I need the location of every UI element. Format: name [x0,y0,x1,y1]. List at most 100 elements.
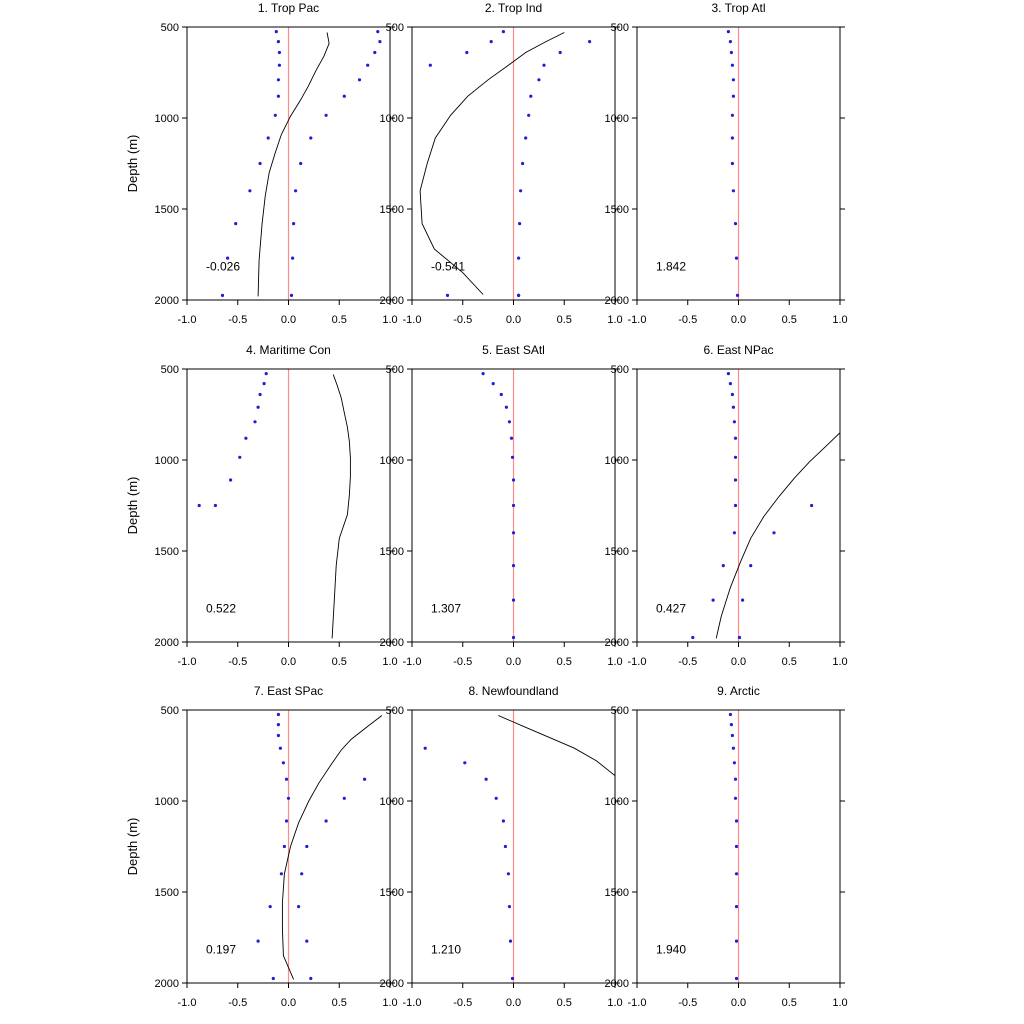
data-point [373,50,377,55]
data-point [508,939,513,943]
data-point [810,503,814,508]
data-point [276,712,280,717]
data-point [366,63,370,67]
data-point [271,976,275,981]
data-point [262,382,266,386]
y-tick-label: 2000 [605,295,629,307]
data-point [735,293,740,297]
data-point [276,723,280,727]
y-tick-label: 1500 [155,204,179,216]
data-point [511,564,516,568]
x-tick-label: -1.0 [403,314,422,326]
data-point [342,94,346,98]
y-tick-label: 1000 [605,796,629,808]
data-point [445,293,450,297]
data-point [309,976,313,981]
profile-curve [257,32,330,297]
y-tick-label: 1000 [380,113,404,125]
data-point [494,796,498,800]
y-tick-label: 1500 [380,204,404,216]
data-point [518,222,522,226]
y-tick-label: 500 [611,705,629,717]
panel-title: 1. Trop Pac [258,1,319,15]
y-tick-label: 2000 [605,637,629,649]
data-point [289,293,294,297]
data-point [324,113,328,117]
data-point [733,478,738,482]
data-point [506,872,510,876]
x-tick-label: -1.0 [403,997,422,1009]
data-point [357,78,362,82]
x-tick-label: 0.0 [281,656,296,668]
data-point [297,905,301,909]
data-point [588,40,592,44]
y-axis-label: Depth (m) [125,477,140,535]
x-tick-label: -1.0 [178,656,197,668]
data-point [511,478,516,482]
data-point [524,136,528,140]
profile-curve [281,715,383,980]
data-point [286,796,291,800]
data-point [729,50,734,55]
panel-4: -1.0 -0.5 0.0 0.5 1.0 500 1000 1500 2000 4. Marit… [125,343,398,668]
data-point [733,455,738,459]
x-tick-label: 0.5 [782,314,797,326]
panel-title: 4. Maritime Con [246,343,331,357]
x-tick-label: 0.5 [782,997,797,1009]
data-point [728,382,733,386]
x-tick-label: 0.0 [506,314,521,326]
y-axis-label: Depth (m) [125,135,140,193]
data-point [504,405,508,409]
y-tick-label: 1000 [380,796,404,808]
data-point [484,777,488,781]
data-point [291,256,295,260]
panel-annotation: 0.427 [656,601,686,615]
panel-annotation: 0.197 [206,942,236,956]
panel-title: 2. Trop Ind [485,1,542,15]
data-point [711,598,715,602]
data-point [730,113,735,117]
data-point [521,161,525,166]
data-point [268,905,272,909]
panel-annotation: 1.842 [656,259,686,273]
data-point [691,635,695,640]
x-tick-label: 1.0 [382,997,397,1009]
data-point [279,872,283,876]
data-point [733,222,738,226]
panel-annotation: 1.210 [431,942,461,956]
data-point [284,819,289,823]
data-point [324,819,328,823]
panel-3: -1.0 -0.5 0.0 0.5 1.0 500 1000 1500 2000 3. Trop … [605,1,848,326]
data-point [731,189,736,193]
data-point [294,189,298,193]
x-tick-label: -0.5 [453,656,472,668]
data-point [510,455,515,459]
data-point [731,94,736,98]
data-point [276,733,280,738]
x-tick-label: -1.0 [628,314,647,326]
panel-annotation: -0.026 [206,259,240,273]
y-tick-label: 1500 [605,204,629,216]
data-point [376,30,380,34]
data-point [309,136,313,140]
x-tick-label: 0.5 [782,656,797,668]
data-point [741,598,745,602]
data-point [281,761,285,765]
data-point [558,50,562,55]
data-point [732,531,737,535]
x-tick-label: -0.5 [453,314,472,326]
x-tick-label: 0.5 [557,997,572,1009]
data-point [220,293,225,297]
profile-curve [331,374,351,639]
data-point [258,392,262,397]
x-tick-label: -0.5 [228,656,247,668]
y-tick-label: 1000 [155,113,179,125]
y-tick-label: 1500 [380,546,404,558]
panel-annotation: 0.522 [206,601,236,615]
panel-8: -1.0 -0.5 0.0 0.5 1.0 500 1000 1500 2000 8. Newfo… [380,684,623,1009]
x-tick-label: 1.0 [832,314,847,326]
panel-annotation: 1.307 [431,601,461,615]
x-tick-label: -1.0 [178,997,197,1009]
y-tick-label: 2000 [380,637,404,649]
